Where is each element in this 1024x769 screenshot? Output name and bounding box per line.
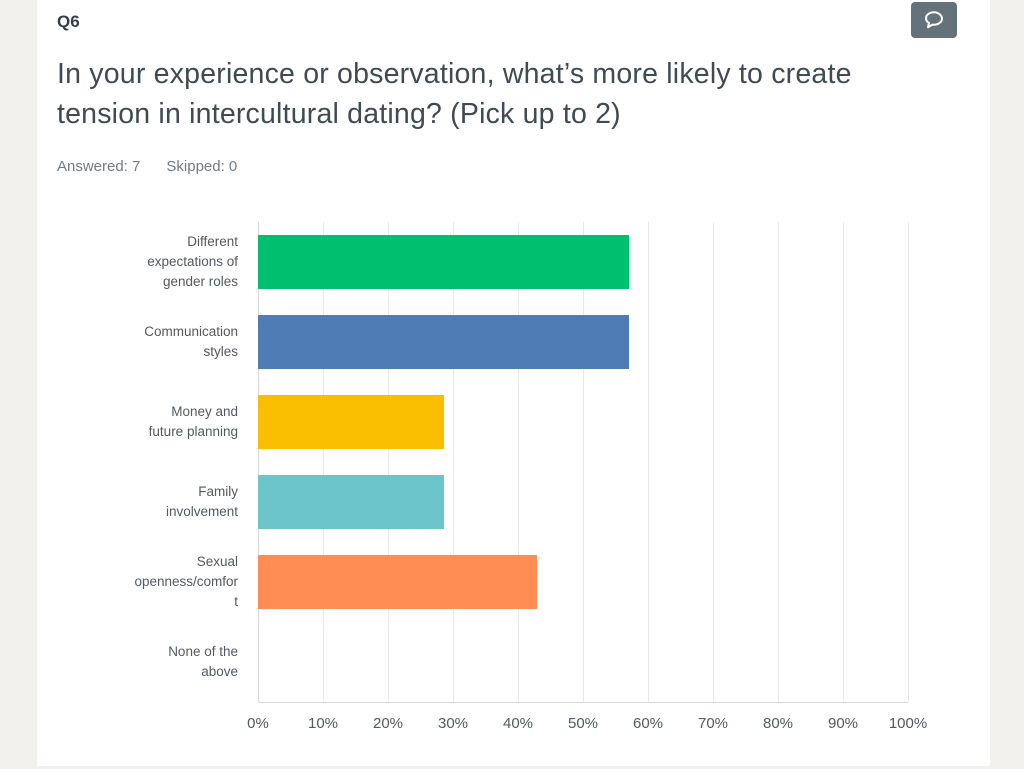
x-axis-tick: 40% [502, 715, 534, 732]
gridline [323, 222, 324, 702]
gridline [908, 222, 909, 702]
category-label: Family involvement [165, 484, 238, 519]
category-label: Money and future planning [148, 404, 238, 439]
x-axis: 0% 10% 20% 30% 40% 50% 60% 70% 80% 90% 100% [247, 703, 927, 737]
response-meta: Answered: 7 Skipped: 0 [57, 158, 957, 175]
gridline [778, 222, 779, 702]
chart-bar[interactable] [258, 555, 537, 609]
x-axis-tick: 50% [567, 715, 599, 732]
chart-bar[interactable] [258, 475, 444, 529]
x-axis-tick: 90% [827, 715, 859, 732]
question-result-card: Q6 In your experience or observation, wh… [37, 0, 990, 766]
x-axis-tick: 30% [437, 715, 469, 732]
category-label: Communication styles [144, 324, 238, 359]
question-number: Q6 [57, 12, 80, 31]
speech-bubble-icon [922, 8, 946, 32]
answered-count: Answered: 7 [57, 158, 141, 175]
x-axis-tick: 60% [632, 715, 664, 732]
skipped-count: Skipped: 0 [166, 158, 238, 175]
x-axis-tick: 10% [307, 715, 339, 732]
gridline [388, 222, 389, 702]
gridline [713, 222, 714, 702]
x-axis-tick: 70% [697, 715, 729, 732]
chart-bar[interactable] [258, 315, 630, 369]
x-axis-tick: 100% [888, 715, 928, 732]
chart-bar[interactable] [258, 235, 630, 289]
plot-area [258, 222, 909, 703]
x-axis-tick: 0% [247, 715, 269, 732]
gridline [583, 222, 584, 702]
category-label: None of the above [168, 644, 238, 679]
chart-bar[interactable] [258, 395, 444, 449]
category-label: Sexual openness/comfor t [134, 554, 238, 609]
gridline [648, 222, 649, 702]
question-title: In your experience or observation, what’… [57, 58, 852, 130]
category-labels-column: Different expectations of gender roles Comm… [57, 222, 258, 703]
y-axis-line [258, 222, 259, 702]
gridline [843, 222, 844, 702]
x-axis-tick: 80% [762, 715, 794, 732]
x-axis-tick: 20% [372, 715, 404, 732]
gridline [453, 222, 454, 702]
category-label: Different expectations of gender roles [147, 234, 238, 289]
bar-chart: Different expectations of gender roles Comm… [57, 222, 957, 703]
comment-button[interactable] [911, 2, 957, 38]
gridline [518, 222, 519, 702]
